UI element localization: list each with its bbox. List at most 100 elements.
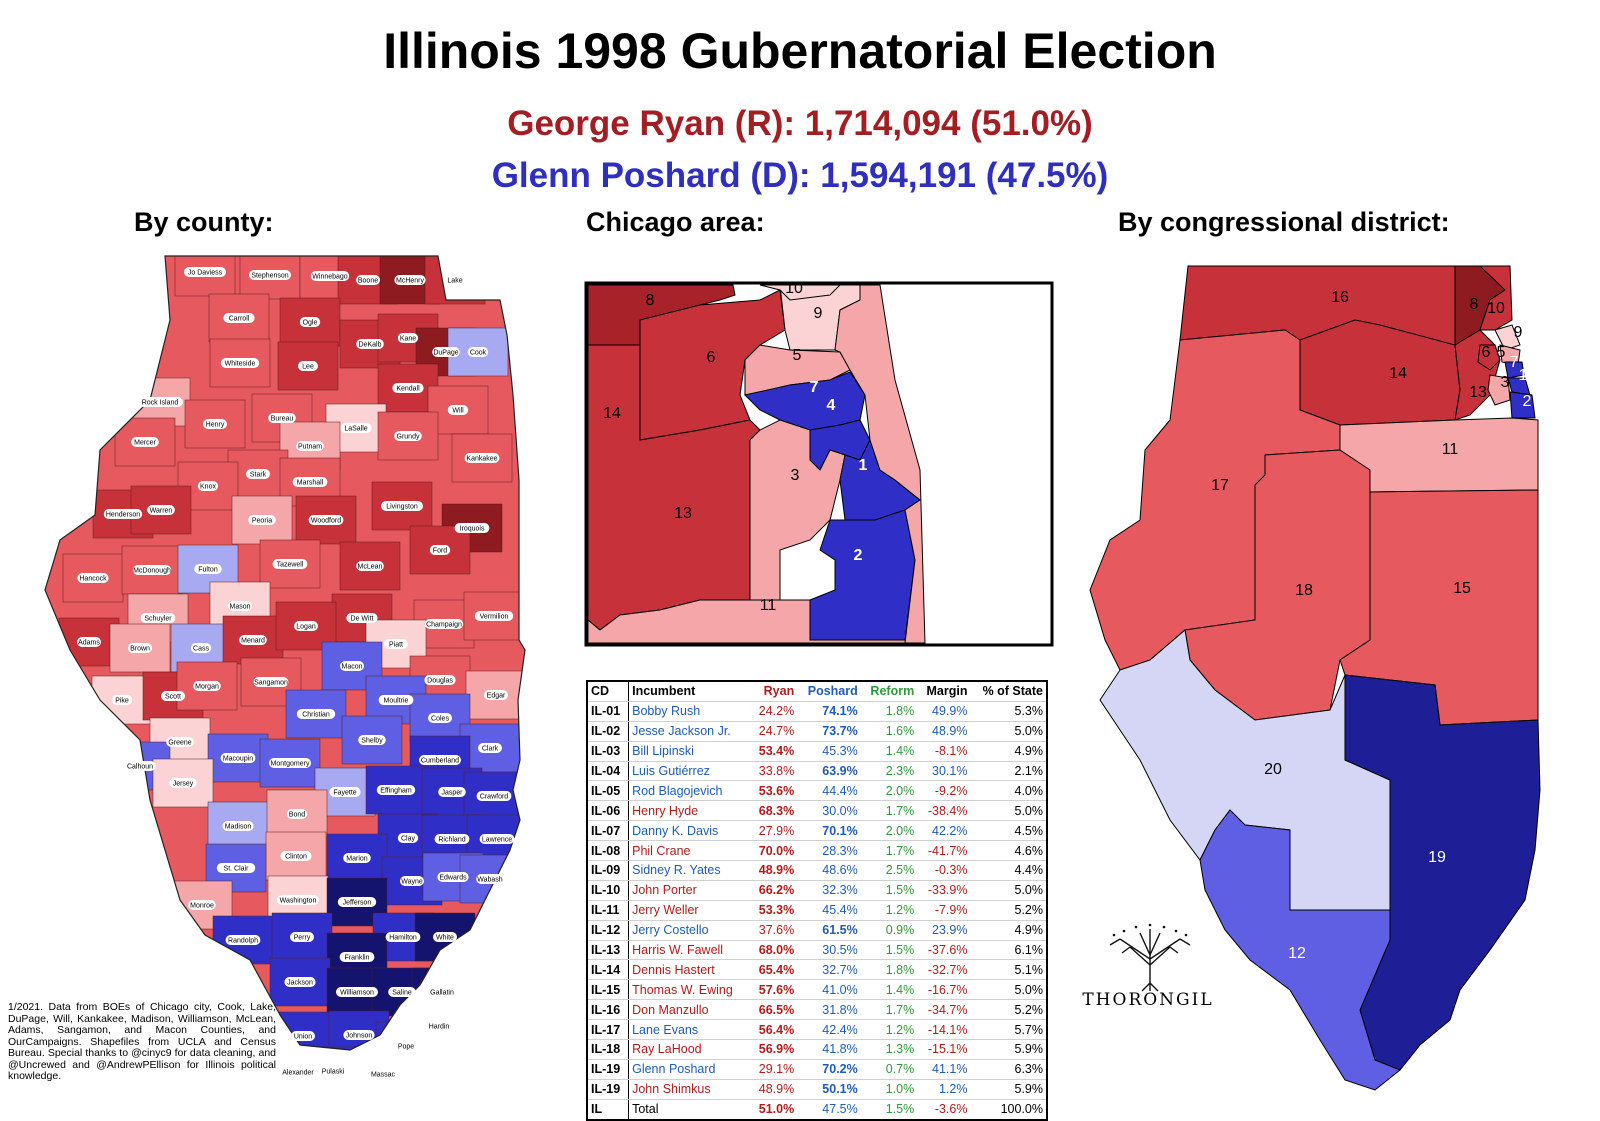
- cell-margin: 42.2%: [917, 820, 971, 842]
- county-label: Calhoun: [127, 764, 153, 771]
- cell-margin: -16.7%: [917, 979, 971, 1001]
- cell-margin: -3.6%: [917, 1099, 971, 1121]
- county-label-box: [356, 275, 380, 285]
- county-label: Coles: [431, 716, 449, 723]
- county-label-box: [329, 787, 361, 797]
- county-label: Lee: [302, 364, 314, 371]
- cell-poshard: 31.8%: [797, 999, 861, 1021]
- county-label: Carroll: [229, 316, 250, 323]
- cell-poshard: 70.1%: [797, 820, 861, 842]
- chicago-district-label: 14: [603, 405, 621, 422]
- cell-poshard: 30.5%: [797, 940, 861, 961]
- cell-share: 4.9%: [970, 920, 1047, 941]
- county-label: Massac: [371, 1072, 396, 1079]
- cell-margin: 49.9%: [917, 701, 971, 722]
- county-label: Mason: [229, 604, 250, 611]
- county-label: Saline: [392, 990, 412, 997]
- county-label-box: [424, 987, 460, 997]
- county-label: Montgomery: [271, 761, 310, 768]
- county-label: Fulton: [198, 567, 218, 574]
- county-label-box: [249, 270, 291, 280]
- county-label-box: [428, 713, 452, 723]
- county-label-box: [220, 753, 256, 763]
- cell-poshard: 73.7%: [797, 721, 861, 742]
- table-row: IL-01 Bobby Rush 24.2% 74.1% 1.8% 49.9% 5.3%: [587, 701, 1047, 722]
- county-label: Bureau: [271, 416, 294, 423]
- county-label: Lawrence: [482, 837, 512, 844]
- cell-poshard: 63.9%: [797, 761, 861, 782]
- cell-share: 5.9%: [970, 1039, 1047, 1060]
- chicago-district-10: [759, 284, 842, 301]
- cell-poshard: 30.0%: [797, 800, 861, 822]
- county-label: Gallatin: [430, 990, 454, 997]
- cell-incumbent: Rod Blagojevich: [628, 780, 751, 802]
- cell-cd: IL-12: [587, 920, 630, 941]
- cd-district-label: 11: [1442, 441, 1459, 458]
- county-label-box: [385, 932, 421, 942]
- cell-cd: IL-18: [587, 1039, 630, 1060]
- cell-cd: IL-16: [587, 999, 630, 1021]
- county-label: Lake: [447, 278, 462, 285]
- county-label: Woodford: [311, 518, 341, 525]
- cd-district-label: 19: [1428, 849, 1446, 866]
- cd-district-label: 20: [1264, 761, 1282, 778]
- county-label-box: [395, 1041, 417, 1051]
- cd-district-9: [1494, 324, 1521, 351]
- cell-cd: IL-13: [587, 940, 630, 961]
- cell-poshard: 47.5%: [797, 1099, 861, 1121]
- cell-margin: -0.3%: [917, 860, 971, 881]
- cell-incumbent: Henry Hyde: [628, 800, 751, 822]
- cell-share: 5.9%: [970, 1079, 1047, 1100]
- results-body: IL-01 Bobby Rush 24.2% 74.1% 1.8% 49.9% 5.3% IL…: [587, 701, 1047, 1121]
- chicago-district-label: 10: [785, 280, 803, 297]
- county-label: Kane: [400, 336, 416, 343]
- cell-cd: IL-17: [587, 1019, 630, 1041]
- chicago-district-label: 8: [646, 292, 655, 309]
- county-label: Clay: [401, 836, 416, 843]
- cell-incumbent: Bobby Rush: [628, 701, 751, 722]
- county-label-box: [296, 709, 336, 719]
- cell-margin: -41.7%: [917, 840, 971, 862]
- table-row: IL-12 Jerry Costello 37.6% 61.5% 0.9% 23.9% 4.…: [587, 920, 1047, 941]
- cell-incumbent: Dennis Hastert: [628, 959, 751, 981]
- cell-margin: -14.1%: [917, 1019, 971, 1041]
- cell-ryan: 56.9%: [750, 1039, 798, 1060]
- county-label-box: [340, 423, 372, 433]
- county-label-box: [467, 347, 489, 357]
- cd-district-2: [1509, 391, 1536, 419]
- cell-ryan: 53.3%: [750, 900, 798, 921]
- county-label-box: [346, 613, 378, 623]
- county-label-box: [294, 621, 318, 631]
- county-label-box: [77, 637, 101, 647]
- cell-ryan: 48.9%: [750, 860, 798, 881]
- chicago-district-label: 1: [859, 457, 868, 474]
- cell-poshard: 32.7%: [797, 959, 861, 981]
- cell-reform: 1.4%: [860, 741, 918, 762]
- county-label-box: [290, 932, 314, 942]
- table-row: IL-09 Sidney R. Yates 48.9% 48.6% 2.5% -0.3% 4…: [587, 860, 1047, 881]
- county-label-box: [392, 383, 424, 393]
- county-label-box: [484, 690, 508, 700]
- county-label: Johnson: [346, 1033, 373, 1040]
- cell-cd: IL-08: [587, 840, 630, 862]
- county-label: Franklin: [345, 955, 370, 962]
- county-label-box: [216, 863, 256, 873]
- cd-district-label: 14: [1389, 365, 1407, 382]
- header-reform: Reform: [860, 681, 918, 702]
- county-label-box: [299, 317, 321, 327]
- county-label-box: [369, 1069, 397, 1079]
- cell-ryan: 33.8%: [750, 761, 798, 782]
- cell-share: 5.0%: [970, 800, 1047, 822]
- table-row: IL-19 John Shimkus 48.9% 50.1% 1.0% 1.2% 5.9%: [587, 1079, 1047, 1100]
- county-label-box: [381, 501, 423, 511]
- cell-incumbent: Harris W. Fawell: [628, 940, 751, 961]
- county-label: St. Clair: [224, 866, 250, 873]
- cell-poshard: 28.3%: [797, 840, 861, 862]
- cell-poshard: 44.4%: [797, 780, 861, 802]
- table-row: IL-10 John Porter 66.2% 32.3% 1.5% -33.9% 5.0%: [587, 880, 1047, 901]
- cell-reform: 1.5%: [860, 1099, 918, 1121]
- cell-reform: 1.7%: [860, 840, 918, 862]
- county-label: Kendall: [396, 386, 420, 393]
- county-label-box: [425, 1021, 453, 1031]
- county-label: Washington: [280, 898, 317, 905]
